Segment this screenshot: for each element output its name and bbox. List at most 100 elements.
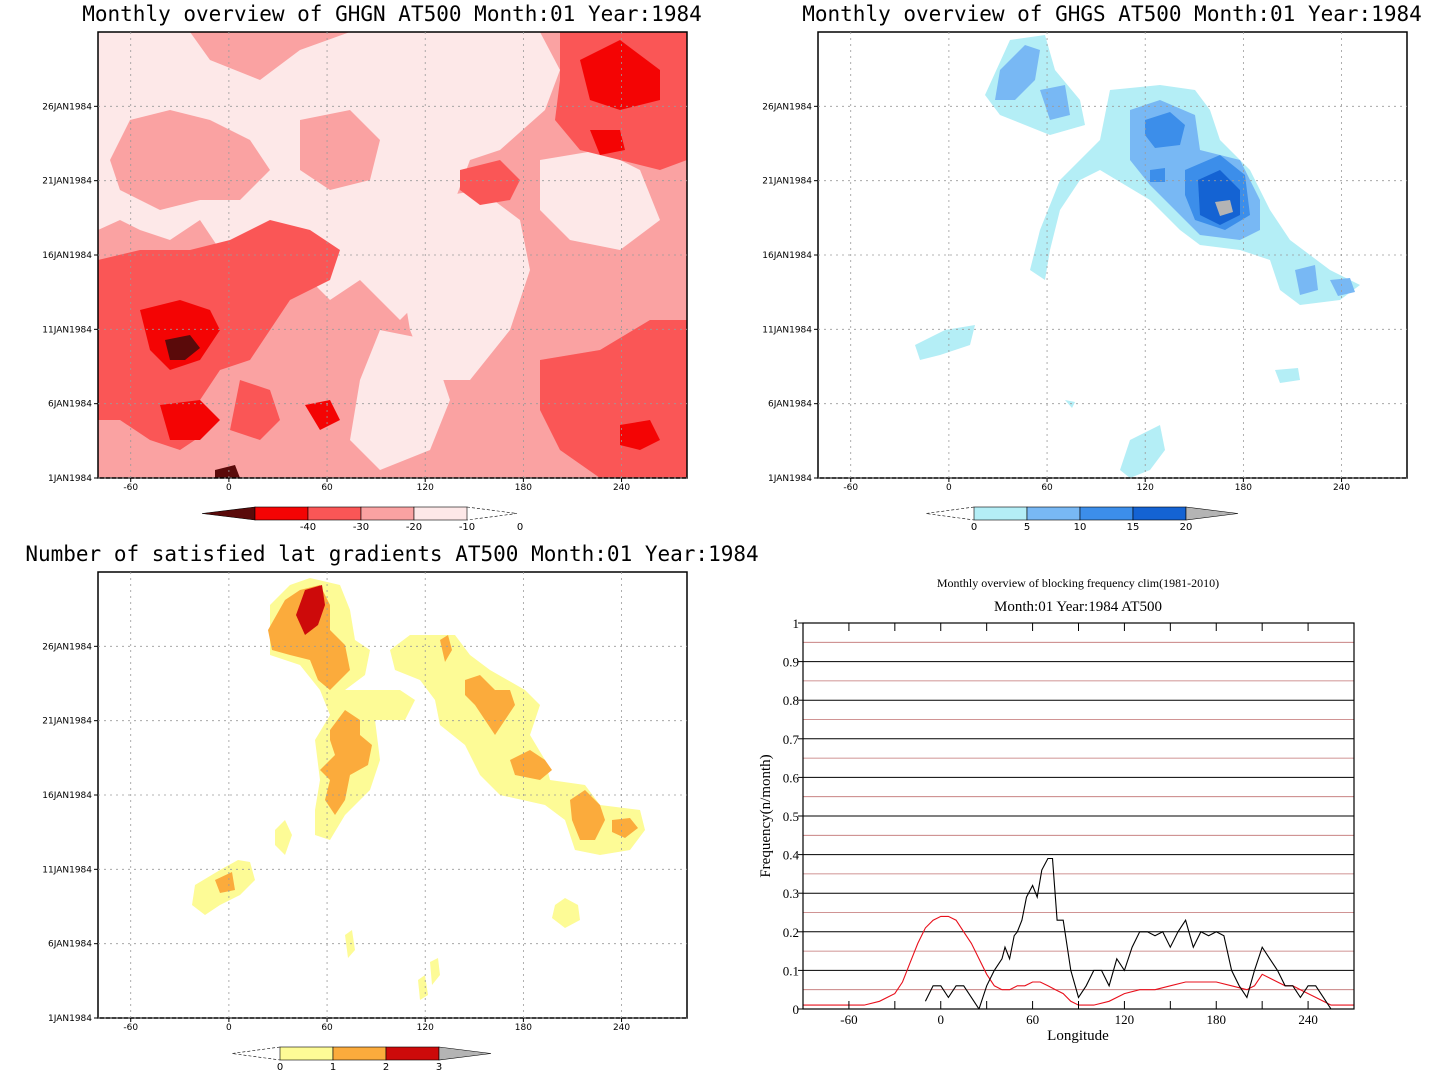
colorbar-cell (254, 506, 309, 521)
sat-grid (98, 572, 687, 1019)
x-tick-label: 120 (417, 1023, 434, 1033)
x-tick-label: 120 (1137, 483, 1154, 493)
x-tick-label: 60 (321, 483, 333, 493)
y-tick-label: 21JAN1984 (42, 717, 92, 727)
y-tick-label: 16JAN1984 (42, 251, 92, 261)
freq-gridlines (803, 622, 1354, 991)
sat-colorbar: 0 1 2 3 (231, 1046, 492, 1073)
y-tick-label: 26JAN1984 (42, 102, 92, 112)
y-tick-label: 11JAN1984 (42, 325, 92, 335)
sat-band-2 (296, 585, 325, 635)
freq-y-label: Frequency(n/month) (758, 754, 774, 877)
colorbar-cell (973, 506, 1028, 521)
colorbar-cell (413, 506, 468, 521)
ghgs-colorbar: 0 5 10 15 20 (925, 506, 1239, 533)
ghgn-x-ticks: -60 0 60 120 180 240 (123, 478, 630, 493)
ghgs-band-5 (995, 45, 1355, 296)
x-tick-label: 0 (946, 483, 952, 493)
y-tick-label: 16JAN1984 (762, 251, 812, 261)
colorbar-label: 0 (517, 522, 523, 533)
colorbar-cell (1079, 506, 1134, 521)
sat-band-0 (192, 578, 645, 1000)
x-tick-label: 60 (1041, 483, 1053, 493)
x-tick-label: -60 (123, 483, 138, 493)
x-tick-label: -60 (123, 1023, 138, 1033)
colorbar-arrow-low (231, 1046, 281, 1061)
colorbar-cell (307, 506, 362, 521)
colorbar-label: 20 (1180, 522, 1193, 533)
ghgs-field (915, 35, 1360, 478)
y-tick-label: 26JAN1984 (42, 642, 92, 652)
y-tick-label: 0.7 (783, 732, 800, 747)
colorbar-label: 3 (436, 1062, 442, 1073)
ghgn-colorbar: -40 -30 -20 -10 0 (201, 506, 523, 533)
y-tick-label: 0.6 (783, 770, 800, 785)
sat-panel: Number of satisfied lat gradients AT500 … (25, 542, 758, 1073)
series-line-obs (924, 857, 1339, 1009)
x-tick-label: 180 (1207, 1012, 1227, 1027)
x-tick-label: 60 (321, 1023, 333, 1033)
colorbar-label: -30 (353, 522, 369, 533)
x-tick-label: 240 (613, 1023, 630, 1033)
colorbar-cell (360, 506, 415, 521)
colorbar-label: 1 (330, 1062, 336, 1073)
x-tick-label: 180 (515, 483, 532, 493)
colorbar-cell (1026, 506, 1081, 521)
ghgs-y-ticks: 1JAN1984 6JAN1984 11JAN1984 16JAN1984 21JAN1… (762, 102, 818, 484)
y-tick-label: 21JAN1984 (762, 177, 812, 187)
colorbar-arrow-low (201, 506, 256, 521)
sat-field (192, 578, 645, 1000)
y-tick-label: 1 (793, 616, 800, 631)
y-tick-label: 0 (793, 1002, 800, 1017)
colorbar-label: -20 (406, 522, 422, 533)
y-tick-label: 0.3 (783, 886, 799, 901)
colorbar-label: 5 (1024, 522, 1030, 533)
ghgs-band-20 (1215, 200, 1233, 216)
x-tick-label: 0 (226, 1023, 232, 1033)
freq-title: Monthly overview of blocking frequency c… (937, 576, 1219, 590)
colorbar-label: -10 (459, 522, 475, 533)
y-tick-label: 0.9 (783, 655, 799, 670)
colorbar-arrow-high (1185, 506, 1239, 521)
y-tick-label: 6JAN1984 (768, 400, 812, 410)
x-tick-label: 0 (938, 1012, 945, 1027)
x-tick-label: 180 (515, 1023, 532, 1033)
x-tick-label: 60 (1026, 1012, 1039, 1027)
colorbar-label: 15 (1127, 522, 1140, 533)
ghgn-panel: Monthly overview of GHGN AT500 Month:01 … (42, 2, 702, 533)
y-tick-label: 21JAN1984 (42, 177, 92, 187)
colorbar-cell (332, 1046, 387, 1061)
x-tick-label: 0 (226, 483, 232, 493)
ghgn-band-0b (350, 150, 660, 470)
ghgn-band--20b (110, 110, 380, 210)
y-tick-label: 0.2 (783, 925, 799, 940)
x-tick-label: 120 (417, 483, 434, 493)
colorbar-label: 0 (971, 522, 977, 533)
sat-x-ticks: -60 0 60 120 180 240 (123, 1018, 630, 1033)
y-tick-label: 0.4 (783, 848, 800, 863)
ghgs-x-ticks: -60 0 60 120 180 240 (843, 478, 1350, 493)
x-tick-label: -60 (843, 483, 858, 493)
colorbar-label: 2 (383, 1062, 389, 1073)
y-tick-label: 1JAN1984 (768, 474, 812, 484)
y-tick-label: 11JAN1984 (762, 325, 812, 335)
series-line-clim (803, 915, 1354, 1006)
freq-x-label: Longitude (1047, 1028, 1109, 1044)
colorbar-label: 10 (1074, 522, 1087, 533)
colorbar-arrow-high (438, 1046, 492, 1061)
colorbar-arrow-low (925, 506, 975, 521)
ghgn-y-ticks: 1JAN1984 6JAN1984 11JAN1984 16JAN1984 21JAN1… (42, 102, 98, 484)
ghgs-grid (818, 32, 1407, 479)
x-tick-label: 240 (1333, 483, 1350, 493)
colorbar-cell (279, 1046, 334, 1061)
freq-subtitle: Month:01 Year:1984 AT500 (994, 599, 1162, 615)
sat-title: Number of satisfied lat gradients AT500 … (25, 542, 758, 566)
sat-band-1 (215, 585, 638, 893)
freq-y-ticks: 0 0.1 0.2 0.3 0.4 0.5 0.6 0.7 0.8 0.9 1 (783, 616, 803, 1017)
ghgs-title: Monthly overview of GHGS AT500 Month:01 … (802, 2, 1422, 26)
y-tick-label: 11JAN1984 (42, 865, 92, 875)
colorbar-arrow-high (466, 506, 518, 521)
y-tick-label: 0.1 (783, 963, 799, 978)
ghgn-band--40 (140, 40, 660, 450)
